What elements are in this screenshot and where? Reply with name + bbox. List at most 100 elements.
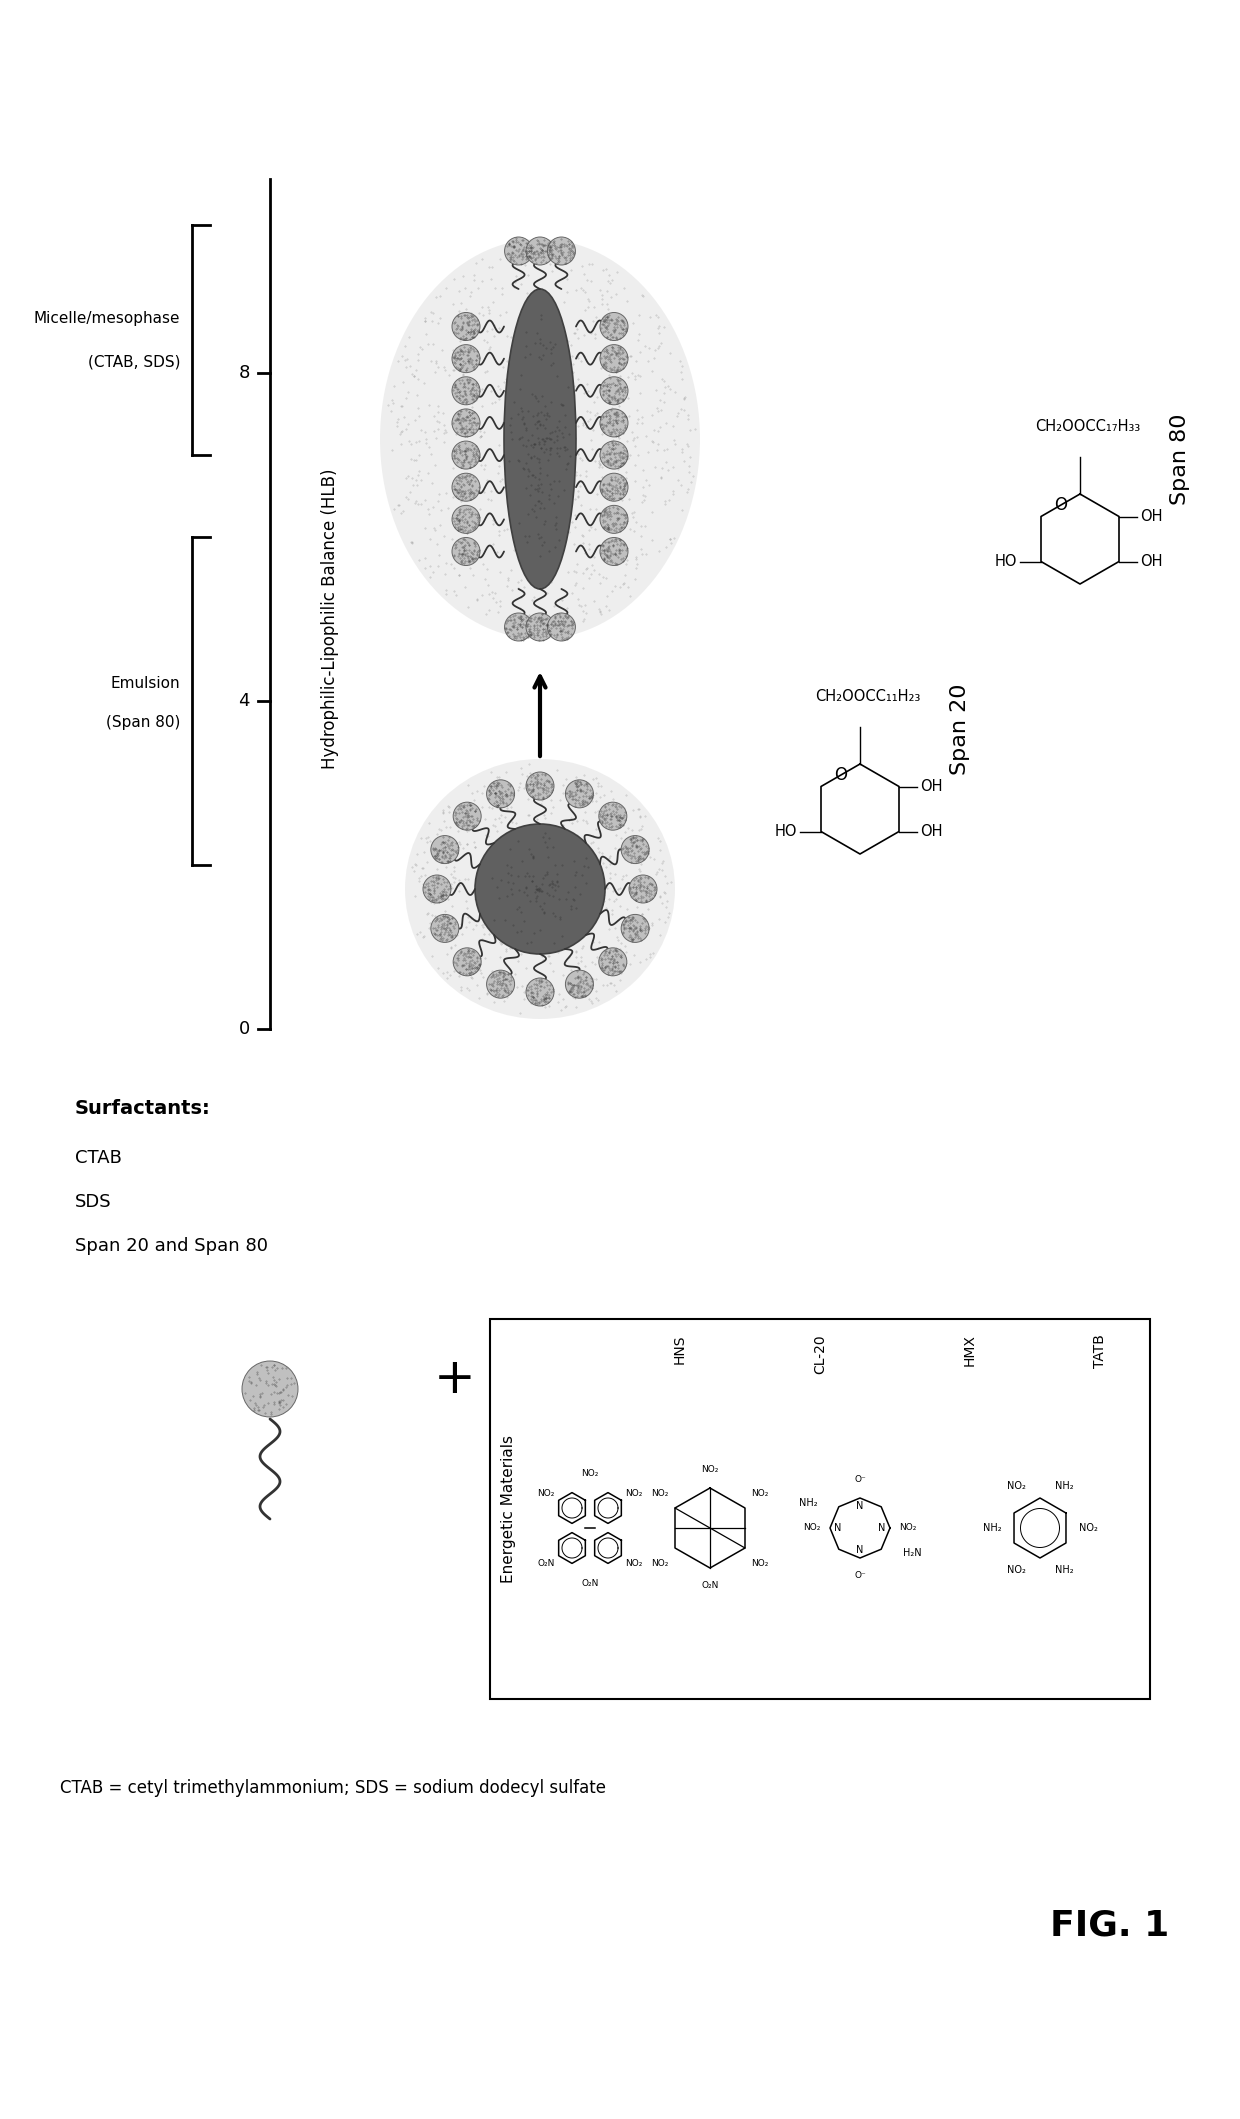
Text: N: N xyxy=(835,1524,842,1532)
Text: 8: 8 xyxy=(238,364,250,381)
Text: NO₂: NO₂ xyxy=(751,1488,769,1498)
Circle shape xyxy=(599,803,627,831)
Text: NO₂: NO₂ xyxy=(1007,1481,1025,1492)
Text: NO₂: NO₂ xyxy=(625,1488,642,1498)
Circle shape xyxy=(526,612,554,642)
Text: NO₂: NO₂ xyxy=(751,1557,769,1568)
Text: N: N xyxy=(857,1545,864,1555)
Text: N: N xyxy=(878,1524,885,1532)
Circle shape xyxy=(430,915,459,943)
Circle shape xyxy=(505,237,533,265)
Text: HO: HO xyxy=(775,824,797,839)
Circle shape xyxy=(453,473,480,502)
Circle shape xyxy=(600,311,627,341)
Text: NH₂: NH₂ xyxy=(982,1524,1002,1532)
Text: O⁻: O⁻ xyxy=(854,1475,866,1485)
Circle shape xyxy=(599,947,627,977)
Circle shape xyxy=(423,875,451,903)
Circle shape xyxy=(526,979,554,1007)
Text: Emulsion: Emulsion xyxy=(110,676,180,691)
Text: (Span 80): (Span 80) xyxy=(105,716,180,731)
Circle shape xyxy=(600,473,627,502)
Circle shape xyxy=(565,780,594,807)
Text: NH₂: NH₂ xyxy=(1055,1564,1074,1574)
FancyBboxPatch shape xyxy=(490,1318,1149,1699)
Text: Micelle/mesophase: Micelle/mesophase xyxy=(33,311,180,326)
Text: NO₂: NO₂ xyxy=(651,1488,668,1498)
Text: O₂N: O₂N xyxy=(702,1581,719,1591)
Text: HMX: HMX xyxy=(963,1335,977,1367)
Text: O₂N: O₂N xyxy=(582,1579,599,1587)
Circle shape xyxy=(505,612,533,642)
Text: NO₂: NO₂ xyxy=(899,1524,916,1532)
Text: FIG. 1: FIG. 1 xyxy=(1050,1909,1169,1943)
Text: CH₂OOCC₁₁H₂₃: CH₂OOCC₁₁H₂₃ xyxy=(815,689,920,704)
Circle shape xyxy=(453,311,480,341)
Circle shape xyxy=(453,441,480,468)
Text: NO₂: NO₂ xyxy=(537,1488,554,1498)
Text: NO₂: NO₂ xyxy=(651,1557,668,1568)
Text: NO₂: NO₂ xyxy=(1079,1524,1097,1532)
Circle shape xyxy=(600,504,627,534)
Text: NO₂: NO₂ xyxy=(582,1468,599,1477)
Circle shape xyxy=(526,771,554,801)
Circle shape xyxy=(526,237,554,265)
Text: NH₂: NH₂ xyxy=(1055,1481,1074,1492)
Ellipse shape xyxy=(379,239,701,640)
Text: 0: 0 xyxy=(239,1019,250,1038)
Text: OH: OH xyxy=(920,824,942,839)
Text: Hydrophilic-Lipophilic Balance (HLB): Hydrophilic-Lipophilic Balance (HLB) xyxy=(321,468,339,769)
Text: O: O xyxy=(835,765,847,784)
Circle shape xyxy=(600,409,627,437)
Ellipse shape xyxy=(405,759,675,1019)
Circle shape xyxy=(453,803,481,831)
Text: (CTAB, SDS): (CTAB, SDS) xyxy=(88,354,180,369)
Text: NO₂: NO₂ xyxy=(625,1557,642,1568)
Circle shape xyxy=(600,345,627,373)
Text: CTAB = cetyl trimethylammonium; SDS = sodium dodecyl sulfate: CTAB = cetyl trimethylammonium; SDS = so… xyxy=(60,1780,606,1797)
Text: HNS: HNS xyxy=(673,1335,687,1363)
Circle shape xyxy=(486,971,515,998)
Text: NO₂: NO₂ xyxy=(804,1524,821,1532)
Text: Span 20: Span 20 xyxy=(950,682,970,776)
Circle shape xyxy=(600,538,627,566)
Text: TATB: TATB xyxy=(1092,1335,1107,1369)
Circle shape xyxy=(453,947,481,977)
Circle shape xyxy=(453,409,480,437)
Text: NO₂: NO₂ xyxy=(702,1466,719,1475)
Text: CL-20: CL-20 xyxy=(813,1335,827,1373)
Text: H₂N: H₂N xyxy=(903,1549,921,1557)
Circle shape xyxy=(242,1360,298,1418)
Text: 4: 4 xyxy=(238,693,250,710)
Text: O₂N: O₂N xyxy=(537,1557,554,1568)
Text: SDS: SDS xyxy=(74,1193,112,1210)
Text: Energetic Materials: Energetic Materials xyxy=(501,1435,516,1583)
Circle shape xyxy=(565,971,594,998)
Text: Span 80: Span 80 xyxy=(1171,413,1190,504)
Text: NO₂: NO₂ xyxy=(1007,1564,1025,1574)
Circle shape xyxy=(600,441,627,468)
Text: NH₂: NH₂ xyxy=(799,1498,817,1509)
Circle shape xyxy=(430,835,459,865)
Text: OH: OH xyxy=(1140,509,1163,523)
Text: OH: OH xyxy=(1140,553,1163,570)
Circle shape xyxy=(629,875,657,903)
Text: CH₂OOCC₁₇H₃₃: CH₂OOCC₁₇H₃₃ xyxy=(1035,420,1140,434)
Text: OH: OH xyxy=(920,780,942,795)
Circle shape xyxy=(547,612,575,642)
Circle shape xyxy=(547,237,575,265)
Circle shape xyxy=(621,835,650,865)
Circle shape xyxy=(475,824,605,954)
Text: +: + xyxy=(434,1354,476,1403)
Circle shape xyxy=(453,345,480,373)
Text: O: O xyxy=(1054,496,1066,513)
Text: CTAB: CTAB xyxy=(74,1148,122,1168)
Circle shape xyxy=(486,780,515,807)
Circle shape xyxy=(453,538,480,566)
Text: O⁻: O⁻ xyxy=(854,1572,866,1581)
Text: Surfactants:: Surfactants: xyxy=(74,1100,211,1119)
Ellipse shape xyxy=(503,288,577,589)
Circle shape xyxy=(600,377,627,405)
Text: N: N xyxy=(857,1500,864,1511)
Circle shape xyxy=(453,377,480,405)
